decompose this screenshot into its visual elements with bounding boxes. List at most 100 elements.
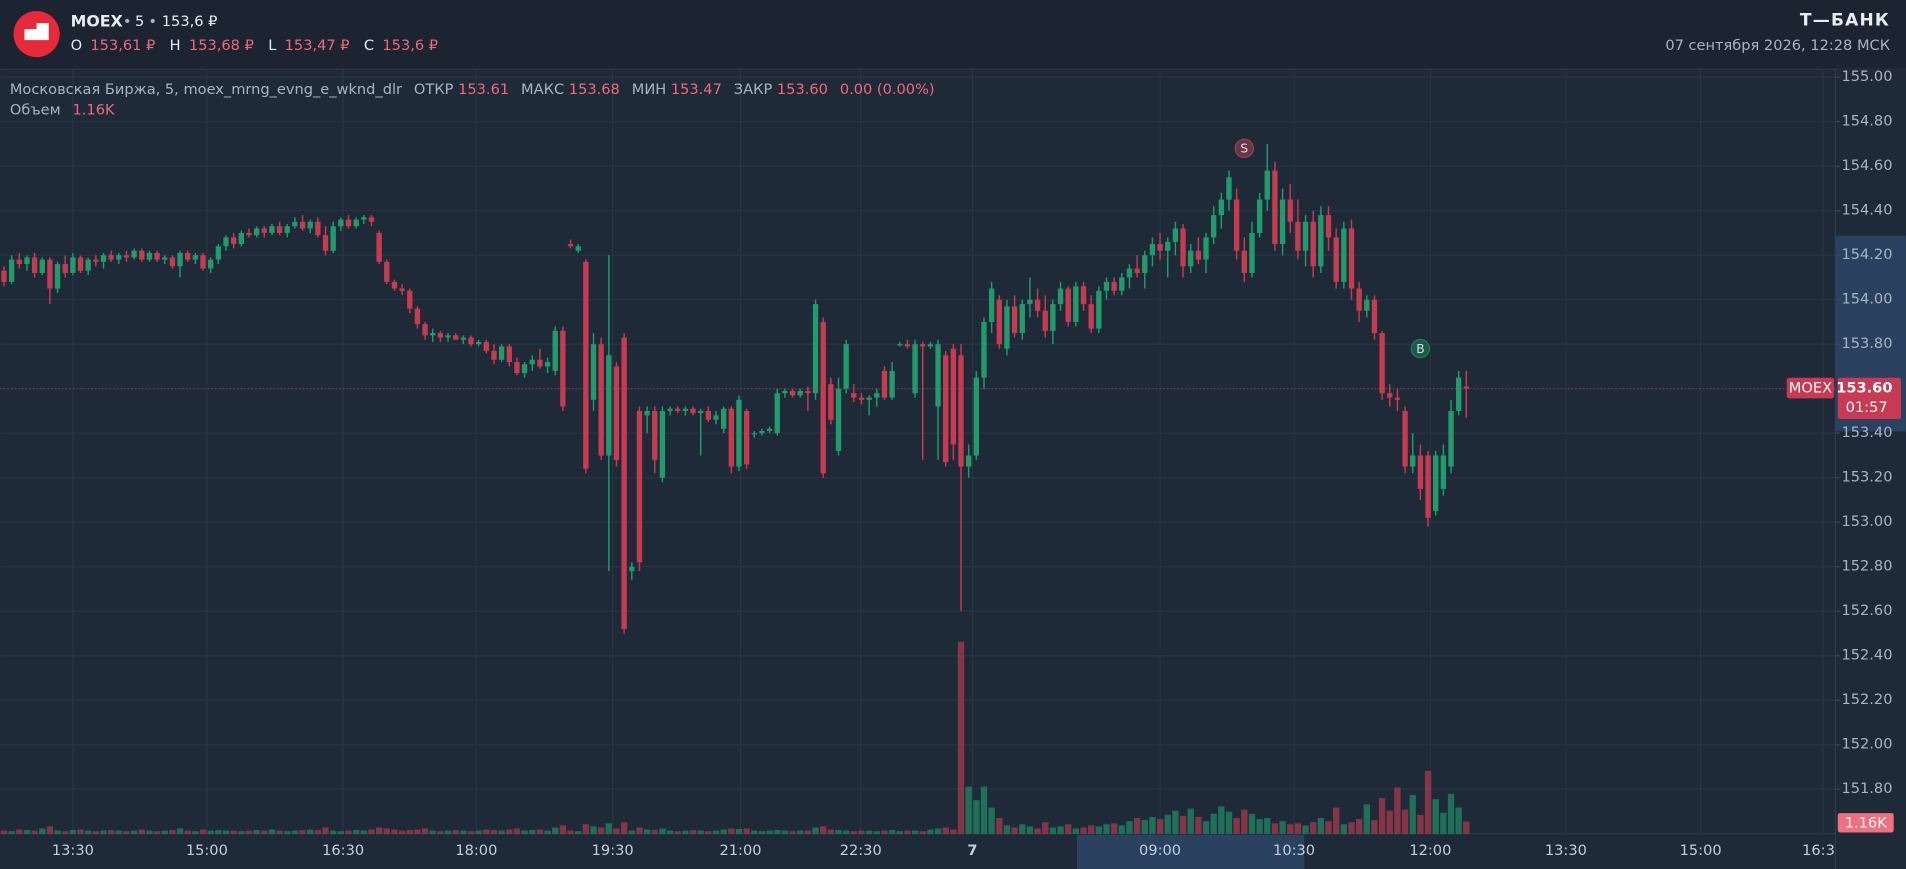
candle-body [146,252,153,260]
volume-bar [812,827,819,834]
volume-bar [1440,812,1447,834]
volume-bar [1011,827,1018,834]
candle-body [1080,286,1087,305]
candle-body [996,299,1002,345]
x-tick-label: 16:30 [1802,842,1844,859]
volume-bar [62,831,69,834]
candle-body [31,257,38,273]
candle-body [751,433,757,435]
volume-bar [391,829,398,834]
candle-body [185,252,191,260]
legend-low-label: МИН [632,81,666,98]
volume-bar [988,807,995,834]
volume-bar [888,830,896,834]
time-axis: 13:30 15:00 16:30 18:00 19:30 21:00 22:30 7 09:0… [52,842,1844,859]
volume-bar [1233,818,1240,834]
candle-body [621,337,627,630]
volume-bar [980,786,988,834]
candle-body [567,244,574,247]
candle-body [1302,221,1309,251]
volume-bar [1156,819,1164,834]
volume-bar [414,829,421,834]
candle-body [1433,455,1439,512]
volume-bar [666,830,674,834]
x-tick-label: 21:00 [720,842,762,859]
volume-bar [1317,818,1325,834]
volume-bar [1072,828,1080,834]
candle-body [828,384,834,420]
candle-body [1425,455,1431,518]
volume-bar [46,826,54,834]
candle-body [491,350,497,360]
candle-body [1111,281,1117,291]
candle-body [690,408,696,414]
candle-body [483,341,489,351]
candle-body [644,410,650,416]
volume-bar [1003,825,1011,834]
volume-bar [1141,820,1148,834]
grid [0,70,1836,834]
volume-bar [1034,828,1041,834]
candle-body [162,257,168,260]
volume-bar [1279,821,1286,834]
candle-body [874,393,880,398]
candle-body [100,255,107,262]
volume-bar [1019,824,1026,834]
volume-bar [54,830,61,834]
candle-body [1272,170,1278,245]
candle-body [1333,237,1339,282]
candle-body [123,255,130,258]
separator: • [123,13,132,30]
volume-bar [360,830,367,834]
volume-bar [996,818,1003,834]
c-value: 153,6 ₽ [382,37,438,54]
trade-marker [1234,138,1255,159]
candle-body [116,255,122,260]
volume-bar [881,830,888,834]
candle-body [208,259,214,269]
candle-body [1034,299,1041,311]
l-value: 153,47 ₽ [285,37,350,54]
volume-bar [406,830,413,834]
volume-bar [1401,809,1409,834]
h-value: 153,68 ₽ [189,37,254,54]
candle-body [981,321,987,378]
ticker[interactable]: MOEX [71,11,123,30]
candle-body [322,235,329,251]
candle-body [920,344,926,347]
volume-bar [735,829,743,834]
volume-bar [215,830,222,834]
legend-open: 153.61 [458,81,509,98]
volume-bar [1340,824,1347,834]
volume-bar [429,830,436,834]
candle-body [1050,304,1056,331]
candle-body [1287,199,1293,222]
volume-bar [544,830,551,834]
volume-bar [1172,810,1179,834]
datetime: 07 сентября 2026, 12:28 МСК [1665,37,1890,54]
candle-body [1119,277,1125,291]
volume-bar [444,830,452,834]
volume-tag [1837,813,1894,833]
candle-body [238,232,244,245]
volume-bar [942,827,949,834]
volume-bar [85,830,92,834]
volume-bar [1210,813,1217,834]
candle-body [1456,377,1462,411]
candle-body [1180,228,1186,267]
candle-body [391,281,398,289]
x-tick-label: 19:30 [592,842,634,859]
candle-body [77,257,84,271]
volume-bar [437,831,444,834]
candle-body [1448,410,1454,467]
candle-body [1126,268,1133,278]
volume-bar [146,830,153,834]
candle-body [774,393,780,434]
volume-bar [904,830,911,834]
candle-body [230,237,237,245]
candle-body [1142,255,1148,273]
volume-bar [1088,825,1095,834]
candle-body [897,344,903,346]
candle-body [437,333,444,338]
volume-bar [1386,810,1393,834]
